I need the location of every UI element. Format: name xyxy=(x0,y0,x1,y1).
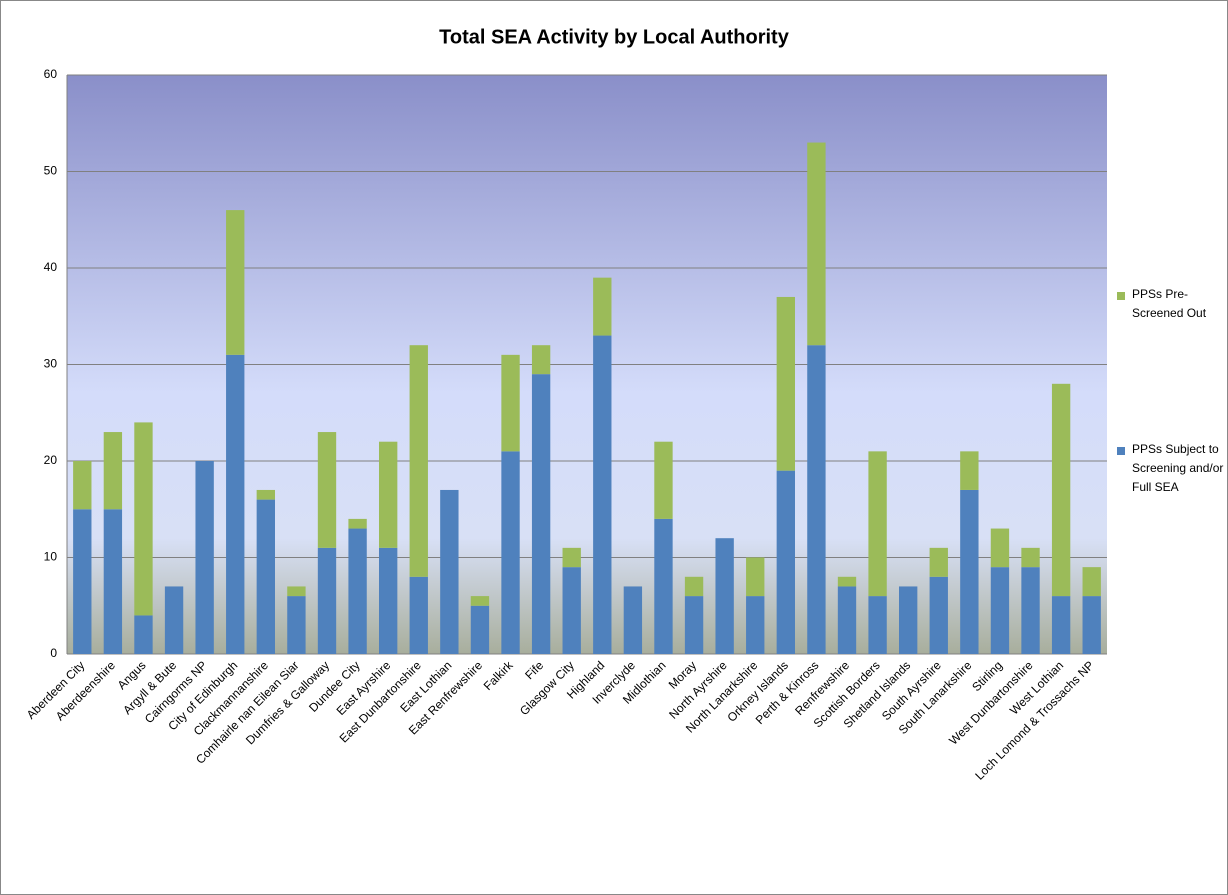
chart-title: Total SEA Activity by Local Authority xyxy=(439,26,790,48)
bar-segment xyxy=(715,538,734,654)
bar-segment xyxy=(348,528,367,654)
bar-segment xyxy=(746,557,765,597)
bar-segment xyxy=(807,142,826,346)
bar-segment xyxy=(531,374,551,654)
bar-segment xyxy=(531,345,551,375)
bar-segment xyxy=(317,432,337,548)
bar-segment xyxy=(868,596,887,654)
bar-segment xyxy=(960,489,979,654)
bar-segment xyxy=(440,489,459,654)
bar-segment xyxy=(990,528,1010,568)
bar-segment xyxy=(103,509,123,654)
bar-segment xyxy=(776,470,795,654)
bar-segment xyxy=(562,547,581,568)
bar-segment xyxy=(960,451,979,490)
bar-segment xyxy=(256,499,275,654)
bar-segment xyxy=(256,489,275,500)
bar-segment xyxy=(470,605,490,654)
bar-segment xyxy=(164,586,184,654)
bar-segment xyxy=(73,461,92,510)
legend-swatch xyxy=(1117,447,1125,455)
bar-segment xyxy=(837,576,857,587)
bar-segment xyxy=(226,210,245,355)
bar-segment xyxy=(990,567,1010,654)
bar-segment xyxy=(379,547,398,654)
y-tick-label: 60 xyxy=(44,67,58,81)
bar-segment xyxy=(746,596,765,654)
bar-segment xyxy=(684,576,704,597)
bar-segment xyxy=(654,441,673,519)
bar-segment xyxy=(73,509,92,654)
bar-segment xyxy=(684,596,704,654)
bar-segment xyxy=(348,518,367,529)
bar-segment xyxy=(929,576,948,654)
bar-segment xyxy=(103,432,123,510)
bar-segment xyxy=(654,518,673,654)
legend-label: PPSs Subject to Screening and/or Full SE… xyxy=(1132,442,1224,494)
bar-segment xyxy=(287,596,306,654)
bar-segment xyxy=(379,441,398,548)
bar-segment xyxy=(837,586,857,654)
y-tick-label: 50 xyxy=(44,164,58,178)
bar-segment xyxy=(226,354,245,654)
bar-segment xyxy=(470,596,490,606)
y-tick-label: 20 xyxy=(44,453,58,467)
bar-segment xyxy=(929,547,948,577)
bar-segment xyxy=(317,547,337,654)
bar-segment xyxy=(287,586,306,597)
bar-segment xyxy=(593,277,612,336)
bar-segment xyxy=(409,576,428,654)
bar-segment xyxy=(501,451,520,654)
y-tick-label: 0 xyxy=(50,646,57,660)
bar-segment xyxy=(868,451,887,597)
bar-segment xyxy=(195,461,214,654)
bar-segment xyxy=(562,567,581,654)
y-tick-label: 10 xyxy=(44,550,58,564)
legend-swatch xyxy=(1117,292,1125,300)
bar-segment xyxy=(1021,547,1040,568)
bar-segment xyxy=(1021,567,1040,654)
bar-segment xyxy=(593,335,612,654)
y-tick-label: 30 xyxy=(44,357,58,371)
bar-segment xyxy=(899,586,918,654)
bar-segment xyxy=(776,296,795,471)
y-tick-label: 40 xyxy=(44,260,58,274)
bar-segment xyxy=(1051,596,1071,654)
bar-segment xyxy=(1082,567,1101,597)
bar-segment xyxy=(134,615,153,654)
bar-segment xyxy=(134,422,153,616)
bar-segment xyxy=(1051,383,1071,597)
bar-segment xyxy=(807,345,826,654)
bar-segment xyxy=(409,345,428,577)
legend-label: PPSs Pre-Screened Out xyxy=(1132,287,1207,320)
bar-segment xyxy=(1082,596,1101,654)
bar-segment xyxy=(501,354,520,452)
bar-segment xyxy=(623,586,643,654)
